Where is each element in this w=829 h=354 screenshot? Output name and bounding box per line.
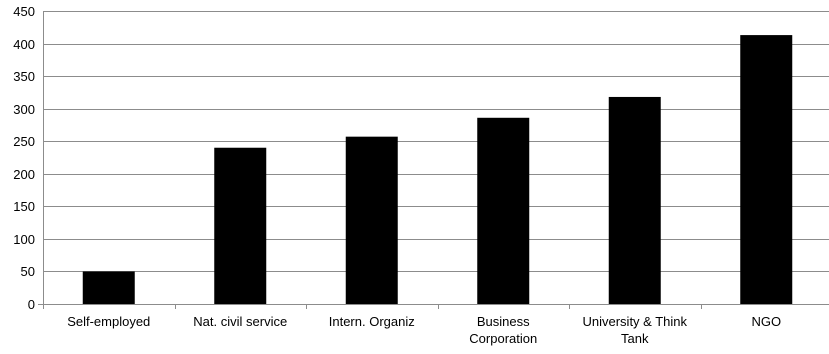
y-tick-label: 50 xyxy=(21,264,35,279)
bar xyxy=(477,117,530,304)
x-tick-label: Nat. civil service xyxy=(193,314,287,329)
x-tick-label: Business Corporation xyxy=(469,314,537,346)
x-tick-label-line: Business xyxy=(477,314,530,329)
y-tick-label: 300 xyxy=(13,102,35,117)
y-tick-label: 200 xyxy=(13,167,35,182)
x-tick-label: NGO xyxy=(751,314,781,329)
x-tick-label: Intern. Organiz xyxy=(329,314,415,329)
x-tick-label: Self-employed xyxy=(67,314,150,329)
x-tick-label-line: Intern. Organiz xyxy=(329,314,415,329)
y-tick-label: 250 xyxy=(13,134,35,149)
x-tick-label-line: University & Think xyxy=(582,314,687,329)
x-tick-label-line: Tank xyxy=(621,331,649,346)
bar xyxy=(214,147,267,304)
x-tick-label-line: Corporation xyxy=(469,331,537,346)
y-tick-label: 450 xyxy=(13,4,35,19)
bars xyxy=(82,35,793,305)
axes xyxy=(38,11,829,309)
x-tick-label-line: Nat. civil service xyxy=(193,314,287,329)
y-tick-label: 150 xyxy=(13,199,35,214)
bar xyxy=(608,96,661,305)
x-tick-label-line: NGO xyxy=(751,314,781,329)
gridlines xyxy=(43,11,829,272)
y-tick-label: 0 xyxy=(28,297,35,312)
bar xyxy=(740,35,793,304)
y-tick-label: 400 xyxy=(13,37,35,52)
y-tick-label: 350 xyxy=(13,69,35,84)
bar xyxy=(82,271,135,304)
x-tick-label: University & Think Tank xyxy=(582,314,687,346)
x-tick-label-line: Self-employed xyxy=(67,314,150,329)
y-tick-label: 100 xyxy=(13,232,35,247)
bar xyxy=(345,136,398,304)
axis-labels: 0 50 100 150 200 250 300 350 400 450 Self-employed… xyxy=(13,4,781,346)
